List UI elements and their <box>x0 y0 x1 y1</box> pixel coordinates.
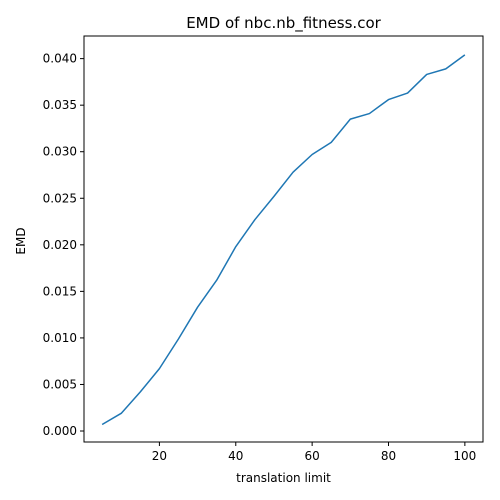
y-tick-label: 0.010 <box>43 331 77 345</box>
x-tick-label: 40 <box>228 449 243 463</box>
x-axis-label: translation limit <box>236 471 331 485</box>
y-tick-label: 0.040 <box>43 52 77 66</box>
plot-frame <box>83 35 484 443</box>
y-tick-label: 0.035 <box>43 98 77 112</box>
x-tick-label: 80 <box>381 449 396 463</box>
y-tick-label: 0.005 <box>43 377 77 391</box>
y-tick-label: 0.030 <box>43 145 77 159</box>
x-tick-label: 20 <box>152 449 167 463</box>
plot-area: 20 40 60 80 100 0.000 0.005 0.010 0.015 0.020 0.02… <box>43 35 484 463</box>
series-line-0 <box>101 54 466 426</box>
x-tick-label: 100 <box>453 449 476 463</box>
y-tick-label: 0.025 <box>43 191 77 205</box>
x-tick-label: 60 <box>304 449 319 463</box>
chart-title: EMD of nbc.nb_fitness.cor <box>186 14 381 33</box>
y-tick-label: 0.020 <box>43 238 77 252</box>
y-axis-label: EMD <box>14 227 28 254</box>
y-tick-label: 0.015 <box>43 284 77 298</box>
y-tick-label: 0.000 <box>43 424 77 438</box>
